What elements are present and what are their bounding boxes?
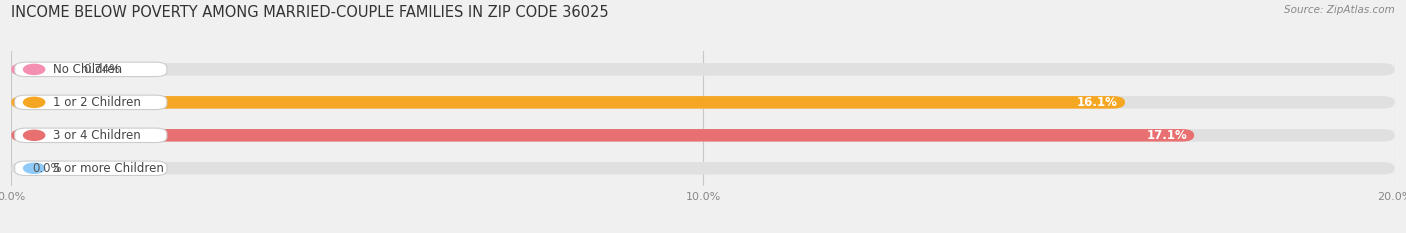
- Text: INCOME BELOW POVERTY AMONG MARRIED-COUPLE FAMILIES IN ZIP CODE 36025: INCOME BELOW POVERTY AMONG MARRIED-COUPL…: [11, 5, 609, 20]
- FancyBboxPatch shape: [11, 129, 1194, 142]
- Text: 17.1%: 17.1%: [1146, 129, 1187, 142]
- FancyBboxPatch shape: [14, 62, 167, 77]
- FancyBboxPatch shape: [14, 95, 167, 110]
- FancyBboxPatch shape: [14, 128, 167, 143]
- FancyBboxPatch shape: [11, 129, 1395, 142]
- Text: 16.1%: 16.1%: [1077, 96, 1118, 109]
- Circle shape: [24, 163, 45, 173]
- FancyBboxPatch shape: [14, 161, 167, 175]
- FancyBboxPatch shape: [11, 96, 1395, 109]
- Text: No Children: No Children: [53, 63, 122, 76]
- Text: 1 or 2 Children: 1 or 2 Children: [53, 96, 141, 109]
- FancyBboxPatch shape: [11, 63, 62, 76]
- Text: 0.0%: 0.0%: [32, 162, 62, 175]
- Text: Source: ZipAtlas.com: Source: ZipAtlas.com: [1284, 5, 1395, 15]
- Text: 3 or 4 Children: 3 or 4 Children: [53, 129, 141, 142]
- Circle shape: [24, 130, 45, 140]
- FancyBboxPatch shape: [11, 63, 1395, 76]
- Text: 0.74%: 0.74%: [83, 63, 121, 76]
- Text: 5 or more Children: 5 or more Children: [53, 162, 165, 175]
- Circle shape: [24, 64, 45, 74]
- FancyBboxPatch shape: [11, 162, 1395, 175]
- FancyBboxPatch shape: [11, 96, 1125, 109]
- Circle shape: [24, 97, 45, 107]
